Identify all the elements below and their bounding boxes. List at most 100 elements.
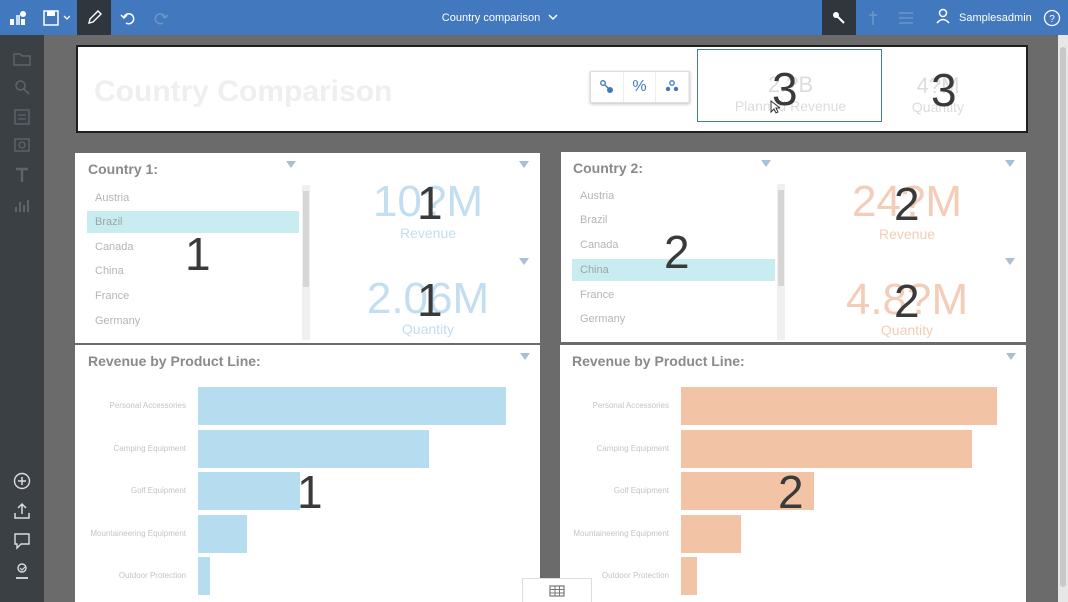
bar-category-label: Personal Accessories	[592, 401, 669, 410]
bar-category-label: Camping Equipment	[113, 443, 186, 453]
planned-revenue-kpi[interactable]: 2.?B Planned Revenue 3	[697, 49, 882, 122]
country1-list-item[interactable]: Germany	[95, 315, 141, 327]
country1-list-item[interactable]: China	[95, 265, 124, 277]
filter-icon[interactable]	[286, 161, 296, 168]
save-menu-button[interactable]	[38, 0, 74, 35]
marker-country1-list: 1	[185, 228, 211, 280]
add-circle-icon[interactable]	[10, 469, 34, 493]
app-switcher-icon[interactable]	[0, 0, 36, 35]
bar-personal-accessories[interactable]	[681, 387, 997, 425]
chart1-panel[interactable]: Revenue by Product Line: Personal Access…	[75, 345, 540, 602]
chart2-panel[interactable]: Revenue by Product Line: Personal Access…	[560, 345, 1026, 602]
scatter-icon[interactable]	[656, 72, 690, 102]
app-header-bar: Country comparison Samplesadmin ?	[0, 0, 1068, 35]
marker-country1-revenue: 1	[417, 177, 443, 229]
country2-title: Country 2:	[573, 160, 643, 176]
dashboard-title: Country comparison	[441, 11, 541, 24]
filter-panel-icon[interactable]	[892, 0, 920, 35]
country1-revenue-label: Revenue	[399, 225, 457, 241]
user-menu[interactable]: Samplesadmin	[935, 0, 1032, 35]
bar-golf-equipment[interactable]	[681, 472, 814, 510]
planned-revenue-value: 2.?B	[767, 72, 814, 97]
chevron-down-icon	[548, 12, 558, 24]
quantity-total-value: 4?M	[916, 73, 960, 98]
filter-icon[interactable]	[1006, 353, 1016, 360]
country2-quantity-value: 4.8?M	[845, 275, 969, 324]
chart1-title: Revenue by Product Line:	[88, 353, 261, 369]
marker-country2-list: 2	[664, 226, 690, 278]
country1-quantity-value: 2.06M	[366, 274, 490, 323]
wrench-tools-button[interactable]	[822, 0, 856, 35]
folder-icon[interactable]	[10, 47, 34, 71]
filter-icon[interactable]	[519, 161, 529, 168]
redo-button[interactable]	[146, 0, 176, 35]
country1-list-item-selected[interactable]: Brazil	[87, 211, 299, 233]
help-button[interactable]: ?	[1040, 0, 1064, 35]
bar-category-label: Outdoor Protection	[118, 571, 186, 580]
country2-list-item[interactable]: Brazil	[580, 214, 608, 226]
country1-list-scrollbar[interactable]	[302, 185, 310, 340]
bar-camping-equipment[interactable]	[198, 429, 429, 468]
user-name: Samplesadmin	[959, 11, 1032, 24]
country1-list-item[interactable]: Canada	[95, 241, 134, 253]
quantity-total-label: Quantity	[911, 99, 965, 115]
country2-list-scrollbar[interactable]	[777, 184, 785, 340]
filter-icon[interactable]	[520, 353, 530, 360]
user-avatar-icon	[935, 8, 951, 27]
canvas-scrollbar[interactable]	[1058, 35, 1068, 602]
marker-right: 3	[931, 64, 957, 116]
country2-quantity-label: Quantity	[880, 322, 934, 338]
bar-outdoor-protection[interactable]	[681, 557, 697, 595]
bar-mountaineering-equipment[interactable]	[681, 514, 742, 553]
bar-category-label: Mountaineering Equipment	[90, 528, 186, 538]
table-icon	[549, 584, 565, 597]
country2-list-item[interactable]: Germany	[580, 313, 626, 325]
filter-icon[interactable]	[519, 258, 529, 265]
scrollbar-thumb[interactable]	[1060, 47, 1066, 587]
bar-golf-equipment[interactable]	[198, 472, 300, 510]
marker-chart2: 2	[778, 466, 804, 518]
filter-icon[interactable]	[1005, 258, 1015, 265]
bar-category-label: Golf Equipment	[130, 486, 186, 495]
bar-category-label: Outdoor Protection	[601, 571, 669, 580]
edit-pencil-button[interactable]	[77, 0, 111, 35]
widgets-icon[interactable]	[10, 105, 34, 129]
country2-list-item-selected[interactable]: China	[572, 259, 775, 281]
bar-camping-equipment[interactable]	[681, 429, 972, 468]
percent-icon[interactable]: %	[624, 72, 657, 102]
country1-list-item[interactable]: France	[95, 290, 130, 302]
country2-list-item[interactable]: Canada	[580, 239, 619, 251]
country2-list-item[interactable]: Austria	[580, 190, 615, 202]
bar-category-label: Personal Accessories	[109, 401, 186, 410]
upload-icon[interactable]	[10, 499, 34, 523]
connect-icon[interactable]	[591, 72, 624, 102]
media-icon[interactable]	[10, 133, 34, 157]
search-icon[interactable]	[10, 75, 34, 99]
scrollbar-thumb[interactable]	[778, 190, 784, 286]
bar-mountaineering-equipment[interactable]	[198, 514, 248, 553]
bar-outdoor-protection[interactable]	[198, 557, 211, 595]
marker-planned: 3	[772, 63, 798, 115]
pin-icon[interactable]	[860, 0, 886, 35]
country1-list-item[interactable]: Austria	[95, 192, 130, 204]
dashboard-title-dropdown[interactable]: Country comparison	[430, 0, 570, 35]
account-settings-icon[interactable]	[10, 559, 34, 583]
scrollbar-thumb[interactable]	[303, 191, 309, 287]
header-panel[interactable]: Country Comparison 0 % 2.?B Planned Reve…	[76, 45, 1028, 133]
help-icon: ?	[1049, 14, 1055, 25]
country2-panel[interactable]: Country 2: Austria Brazil Canada China F…	[561, 152, 1026, 342]
filter-icon[interactable]	[1005, 160, 1015, 167]
country1-title: Country 1:	[88, 161, 158, 177]
bar-personal-accessories[interactable]	[198, 387, 506, 425]
marker-country1-quantity: 1	[417, 274, 443, 326]
visualizations-icon[interactable]	[10, 193, 34, 217]
comment-icon[interactable]	[10, 529, 34, 553]
text-tool-icon[interactable]	[10, 163, 34, 187]
filter-icon[interactable]	[761, 160, 771, 167]
mouse-cursor-icon	[770, 99, 782, 119]
data-table-toggle[interactable]	[522, 578, 592, 602]
country2-list-item[interactable]: France	[580, 289, 615, 301]
marker-country2-revenue: 2	[894, 178, 920, 230]
undo-button[interactable]	[113, 0, 143, 35]
country1-panel[interactable]: Country 1: Austria Brazil Canada China F…	[75, 153, 540, 343]
